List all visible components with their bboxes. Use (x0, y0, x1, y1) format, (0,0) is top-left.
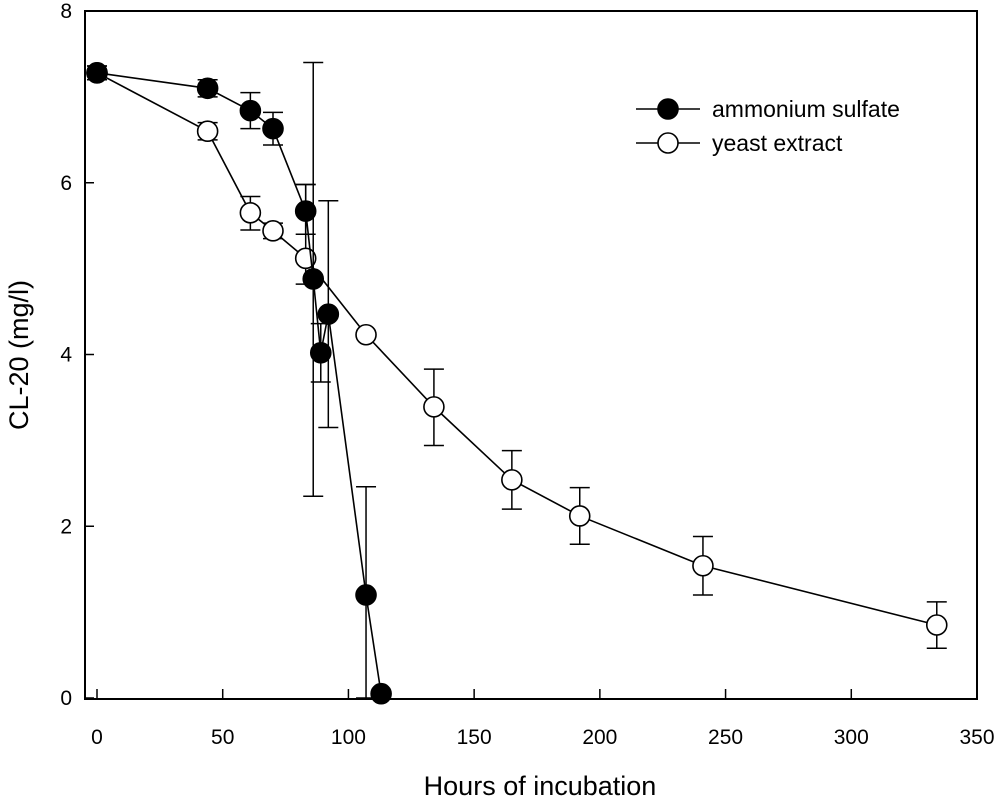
x-tick-label-350: 350 (959, 726, 994, 749)
axis-tick-labels: 0 50 100 150 200 250 300 350 0 2 4 6 8 (60, 0, 994, 749)
data-point-yeast-extract-1 (196, 120, 219, 143)
y-tick-label-2: 2 (60, 515, 72, 538)
y-tick-label-8: 8 (60, 0, 72, 23)
x-tick-label-300: 300 (834, 726, 869, 749)
legend: ammonium sulfate yeast extract (636, 96, 900, 156)
data-point-ammonium-sulfate-5 (302, 268, 325, 290)
data-point-yeast-extract-5 (355, 323, 377, 346)
y-tick-label-6: 6 (60, 172, 72, 195)
data-point-ammonium-sulfate-3 (262, 117, 284, 140)
data-point-yeast-extract-10 (925, 614, 948, 636)
data-point-ammonium-sulfate-2 (239, 99, 262, 122)
data-point-yeast-extract-6 (423, 396, 445, 418)
legend-item-yeast-extract: yeast extract (636, 130, 843, 156)
data-point-yeast-extract-7 (501, 469, 523, 491)
x-tick-label-50: 50 (211, 726, 234, 749)
x-tick-label-200: 200 (582, 726, 617, 749)
axis-ticks (85, 10, 978, 699)
data-point-yeast-extract-2 (239, 202, 262, 224)
x-tick-label-150: 150 (457, 726, 492, 749)
data-point-ammonium-sulfate-8 (355, 584, 377, 606)
series-layer (86, 61, 948, 705)
data-point-ammonium-sulfate-6 (309, 341, 332, 364)
x-tick-label-250: 250 (708, 726, 743, 749)
data-point-ammonium-sulfate-9 (370, 682, 392, 705)
data-point-yeast-extract-9 (692, 554, 714, 577)
data-point-ammonium-sulfate-7 (317, 303, 340, 325)
legend-label-yeast-extract: yeast extract (712, 130, 843, 156)
series-line-ammonium-sulfate (96, 72, 382, 694)
series-ammonium-sulfate (86, 61, 392, 705)
data-point-yeast-extract-3 (262, 220, 284, 242)
data-point-yeast-extract-8 (568, 505, 591, 527)
y-tick-label-4: 4 (60, 344, 72, 367)
y-tick-label-0: 0 (60, 687, 72, 710)
legend-label-ammonium-sulfate: ammonium sulfate (712, 96, 900, 122)
legend-marker-ammonium-sulfate (657, 98, 679, 120)
x-axis-label: Hours of incubation (424, 771, 657, 801)
data-point-ammonium-sulfate-1 (196, 77, 219, 100)
legend-item-ammonium-sulfate: ammonium sulfate (636, 96, 900, 122)
x-tick-label-0: 0 (91, 726, 103, 749)
y-axis-label: CL-20 (mg/l) (4, 280, 34, 430)
data-point-ammonium-sulfate-0 (86, 62, 108, 84)
legend-marker-yeast-extract (657, 132, 679, 154)
data-point-ammonium-sulfate-4 (294, 200, 317, 222)
x-tick-label-100: 100 (331, 726, 366, 749)
